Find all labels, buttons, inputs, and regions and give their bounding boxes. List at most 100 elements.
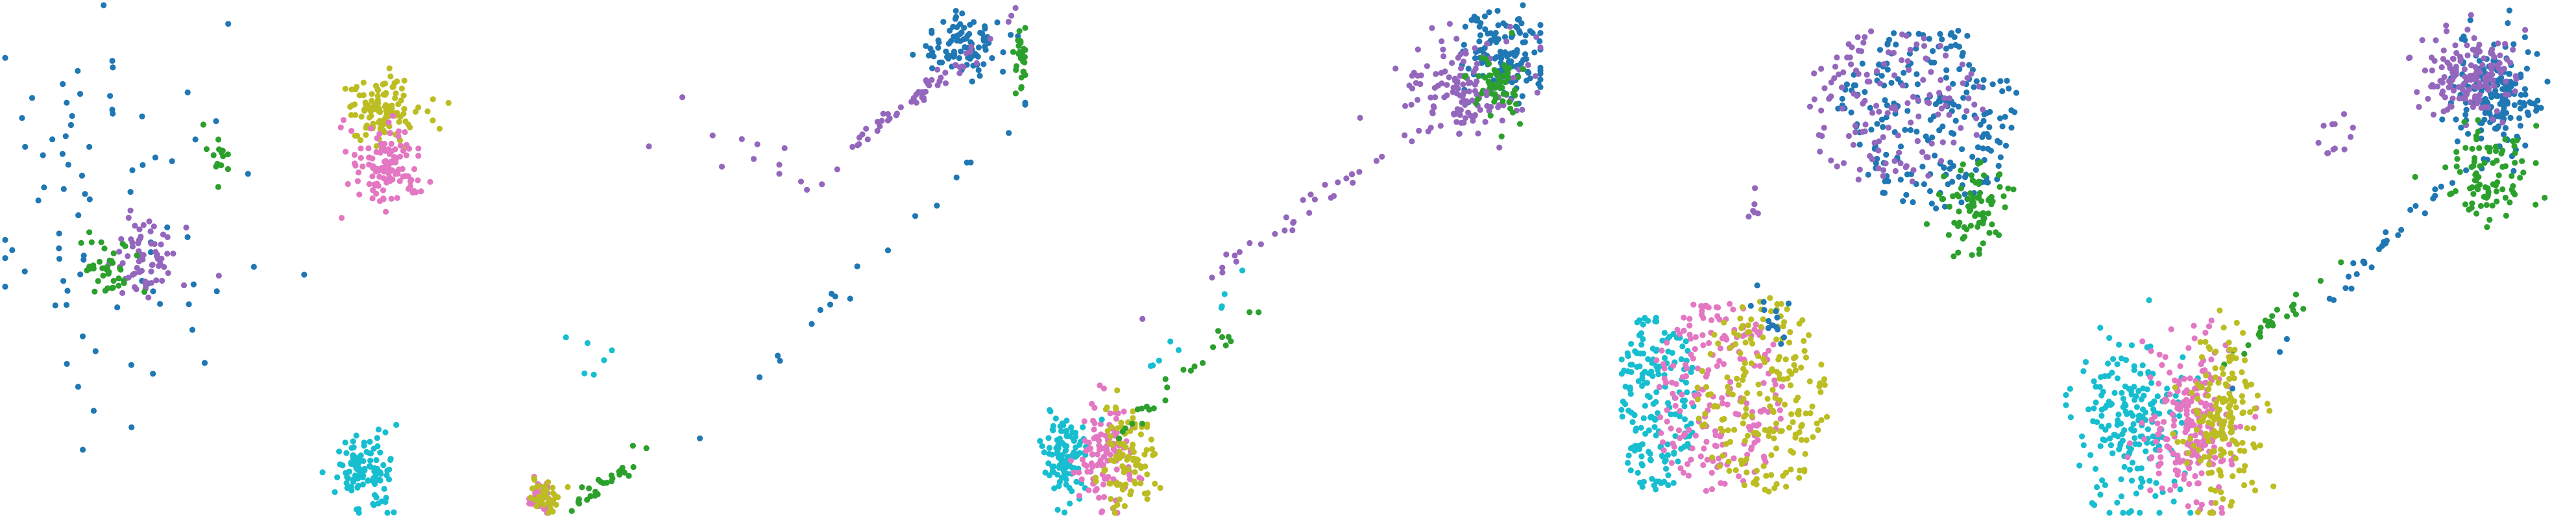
scatter-point-olive: [529, 485, 536, 492]
scatter-point-green: [1958, 185, 1964, 191]
scatter-point-blue: [953, 174, 960, 180]
scatter-point-olive: [2214, 412, 2220, 419]
scatter-point-olive: [1719, 416, 1725, 423]
scatter-point-cyan: [2076, 462, 2083, 469]
scatter-point-purple: [180, 282, 188, 289]
scatter-point-olive: [2242, 357, 2248, 364]
scatter-point-blue: [150, 288, 156, 295]
scatter-point-green: [1500, 98, 1506, 105]
scatter-point-purple: [1519, 106, 1525, 113]
scatter-point-purple: [2499, 119, 2506, 126]
scatter-point-olive: [400, 110, 407, 117]
scatter-point-green: [2482, 184, 2488, 191]
scatter-point-blue: [2398, 227, 2405, 233]
scatter-point-purple: [1469, 97, 1476, 104]
scatter-point-purple: [1460, 58, 1467, 65]
scatter-point-olive: [1130, 455, 1137, 462]
scatter-point-blue: [79, 173, 85, 179]
scatter-point-blue: [1999, 123, 2006, 130]
scatter-point-cyan: [371, 445, 377, 452]
scatter-point-blue: [2353, 271, 2360, 277]
scatter-point-blue: [2506, 7, 2512, 14]
scatter-point-pink: [1686, 331, 1693, 338]
scatter-point-blue: [40, 152, 46, 158]
scatter-point-purple: [1475, 130, 1481, 137]
scatter-point-pink: [1670, 362, 1677, 369]
scatter-point-purple: [2471, 35, 2477, 42]
scatter-point-olive: [1725, 458, 1732, 465]
scatter-point-pink: [1096, 495, 1102, 501]
scatter-point-purple: [1453, 84, 1460, 90]
scatter-point-pink: [2170, 423, 2177, 429]
scatter-point-purple: [776, 171, 783, 177]
scatter-point-blue: [1902, 127, 1908, 133]
scatter-point-olive: [1137, 480, 1144, 487]
scatter-point-blue: [2463, 106, 2470, 113]
scatter-point-pink: [1760, 406, 1768, 413]
scatter-point-purple: [1964, 75, 1971, 81]
scatter-point-cyan: [1639, 484, 1646, 490]
scatter-point-purple: [1871, 140, 1878, 146]
scatter-point-olive: [2207, 510, 2213, 516]
scatter-point-pink: [1751, 327, 1758, 333]
scatter-point-blue: [157, 301, 164, 307]
scatter-point-pink: [2159, 485, 2165, 491]
scatter-point-pink: [2127, 440, 2133, 447]
scatter-point-cyan: [1668, 411, 1674, 417]
scatter-point-purple: [2487, 71, 2494, 78]
scatter-point-blue: [1961, 114, 1967, 120]
scatter-point-pink: [351, 151, 358, 158]
scatter-point-olive: [2227, 402, 2233, 408]
scatter-point-cyan: [372, 492, 378, 499]
scatter-point-blue: [109, 58, 115, 64]
scatter-point-pink: [2174, 405, 2181, 412]
scatter-point-pink: [356, 191, 363, 198]
scatter-point-olive: [1766, 433, 1772, 439]
scatter-point-purple: [1818, 66, 1825, 72]
scatter-point-blue: [1964, 32, 1971, 39]
scatter-point-purple: [2455, 84, 2462, 90]
scatter-point-pink: [1104, 447, 1110, 454]
scatter-point-purple: [1880, 167, 1887, 173]
scatter-point-purple: [864, 136, 871, 143]
scatter-point-green: [1134, 406, 1141, 413]
scatter-point-cyan: [1644, 380, 1651, 386]
scatter-point-blue: [929, 65, 936, 71]
scatter-point-olive: [1798, 423, 1804, 430]
scatter-point-olive: [1788, 466, 1794, 473]
scatter-point-blue: [2525, 49, 2531, 55]
scatter-point-purple: [1828, 157, 1834, 164]
scatter-point-purple: [754, 141, 760, 147]
scatter-point-green: [2292, 291, 2300, 298]
scatter-point-cyan: [375, 426, 382, 433]
scatter-point-blue: [1839, 95, 1845, 102]
scatter-point-blue: [77, 271, 84, 278]
scatter-point-blue: [1897, 177, 1904, 183]
scatter-point-pink: [1081, 418, 1088, 425]
scatter-point-purple: [2510, 46, 2516, 53]
scatter-point-blue: [213, 118, 219, 125]
scatter-point-pink: [1672, 395, 1679, 401]
scatter-point-green: [141, 289, 148, 295]
scatter-point-pink: [389, 112, 396, 119]
scatter-point-cyan: [1052, 415, 1059, 422]
scatter-point-cyan: [2135, 388, 2142, 395]
scatter-point-purple: [2444, 59, 2451, 66]
scatter-point-blue: [1914, 129, 1920, 135]
scatter-point-olive: [1108, 424, 1115, 430]
scatter-point-purple: [1486, 108, 1492, 114]
scatter-point-cyan: [384, 510, 391, 516]
scatter-point-olive: [1777, 428, 1784, 434]
scatter-point-olive: [2228, 395, 2234, 402]
scatter-point-blue: [935, 37, 942, 43]
scatter-point-cyan: [1653, 318, 1660, 325]
scatter-point-olive: [542, 493, 549, 499]
scatter-point-green: [96, 258, 103, 265]
scatter-point-purple: [1533, 34, 1540, 40]
scatter-point-green: [91, 288, 98, 295]
scatter-point-pink: [388, 140, 395, 147]
scatter-point-olive: [1803, 410, 1809, 417]
scatter-point-pink: [396, 153, 404, 160]
scatter-point-cyan: [1627, 391, 1634, 397]
scatter-point-cyan: [355, 460, 361, 467]
